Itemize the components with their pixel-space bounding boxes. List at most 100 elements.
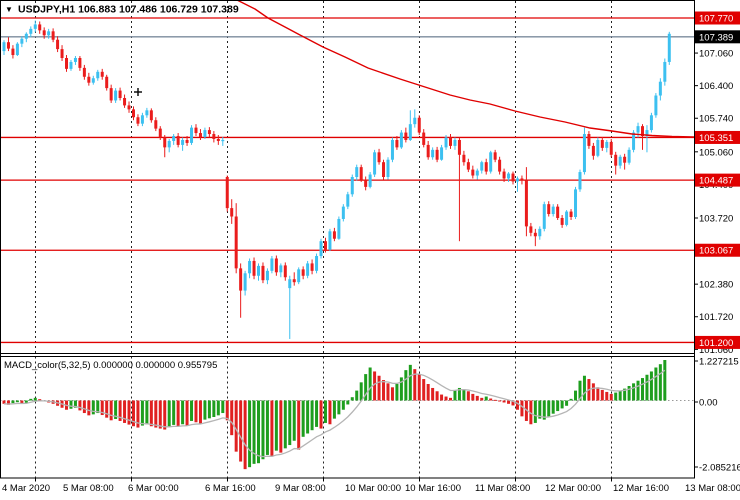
candle-body [587, 134, 591, 146]
candle-body [520, 178, 524, 181]
macd-bar [542, 400, 546, 420]
candle-body [618, 156, 622, 166]
price-level-lines [0, 17, 694, 344]
macd-bar [386, 383, 390, 401]
macd-bar [435, 391, 439, 401]
candle-body [207, 130, 211, 135]
macd-bar [149, 400, 153, 427]
time-axis-label: 5 Mar 08:00 [63, 483, 114, 494]
macd-bar [368, 367, 372, 401]
candle-body [105, 76, 109, 89]
macd-bar [609, 393, 613, 401]
candle-body [538, 228, 542, 237]
candle-body [493, 152, 497, 160]
macd-bar [270, 400, 274, 457]
macd-bar [131, 400, 135, 427]
price-tick-label: 105.060 [699, 147, 733, 158]
macd-bar [404, 370, 408, 401]
macd-bar [614, 392, 618, 401]
macd-bar [73, 400, 77, 408]
macd-bar [364, 374, 368, 401]
macd-panel[interactable] [0, 360, 694, 470]
macd-bar [547, 400, 551, 417]
candle-body [337, 218, 341, 239]
candle-body [65, 57, 69, 69]
candle-body [56, 39, 60, 50]
macd-bar [38, 399, 42, 401]
candle-body [118, 90, 122, 98]
candle-body [596, 139, 600, 156]
candle-body [449, 137, 452, 146]
candlestick-series[interactable] [2, 20, 671, 339]
macd-bar [172, 400, 176, 425]
macd-bar [502, 400, 506, 403]
candle-body [69, 61, 73, 69]
candle-body [136, 117, 140, 124]
candle-body [114, 90, 118, 101]
macd-bar [498, 400, 502, 402]
candle-body [560, 217, 564, 225]
candle-body [453, 139, 457, 146]
macd-bar [127, 400, 131, 425]
price-tick-label: 101.720 [699, 312, 733, 323]
time-axis-label: 4 Mar 2020 [2, 483, 50, 494]
candle-body [145, 110, 149, 116]
macd-bar [181, 400, 185, 425]
macd-bar [440, 394, 444, 401]
ma-curve [236, 0, 695, 138]
symbol-dropdown-icon[interactable]: ▼ [5, 5, 13, 14]
macd-bar [221, 400, 225, 414]
macd-bar [69, 400, 73, 409]
macd-bar [261, 400, 265, 460]
candle-body [176, 136, 180, 145]
macd-bar [190, 400, 194, 421]
candle-body [395, 139, 399, 148]
candle-body [591, 145, 595, 156]
candle-body [297, 269, 301, 283]
candle-body [283, 265, 287, 278]
macd-bar [292, 400, 296, 441]
candle-body [248, 260, 252, 274]
price-level-badge [695, 335, 740, 349]
candle-body [274, 258, 278, 273]
macd-bar [265, 400, 269, 455]
cross-marker [134, 88, 142, 96]
candle-body [2, 42, 6, 52]
macd-bar [350, 397, 354, 401]
macd-bar [310, 400, 314, 431]
candle-body [390, 139, 394, 160]
candle-body [489, 152, 493, 172]
macd-bar [154, 400, 158, 428]
macd-bar [283, 400, 287, 449]
macd-bar [323, 400, 327, 423]
macd-bar [301, 400, 305, 437]
macd-bar [471, 393, 475, 401]
candle-body [131, 109, 135, 118]
candle-body [431, 149, 435, 158]
macd-bar [337, 400, 341, 415]
time-axis-label: 6 Mar 00:00 [128, 483, 179, 494]
candle-body [82, 67, 86, 77]
candle-body [547, 204, 551, 215]
macd-bar [6, 400, 10, 405]
candle-body [315, 256, 319, 271]
macd-bar [417, 374, 421, 401]
candle-body [408, 124, 412, 140]
candle-body [198, 133, 202, 138]
macd-bar [319, 400, 323, 429]
candle-body [569, 211, 573, 218]
candle-body [154, 120, 158, 129]
macd-bar [185, 400, 189, 426]
macd-bar [520, 400, 524, 417]
macd-bar [533, 400, 537, 423]
candle-body [194, 127, 198, 134]
macd-bar [636, 380, 640, 401]
candle-body [73, 57, 77, 62]
candle-body [239, 268, 243, 291]
candle-body [346, 194, 350, 207]
macd-axis-label: 0.00 [699, 398, 718, 409]
macd-bar [87, 400, 91, 416]
candle-body [261, 265, 265, 281]
